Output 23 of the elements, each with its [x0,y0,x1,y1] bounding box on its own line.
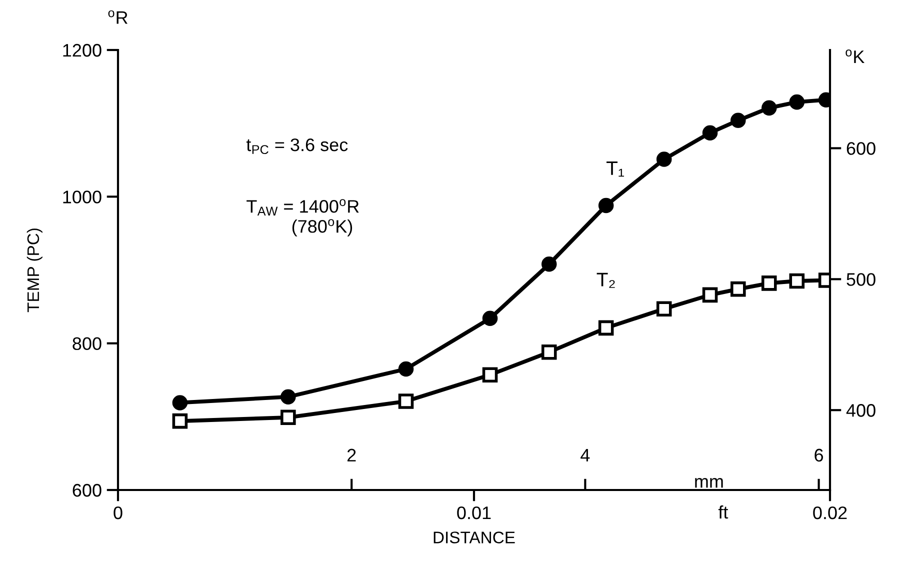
y2-tick-label: 400 [846,404,876,417]
annotation: t$_{PC}$ = 3.6 sec [246,138,348,154]
y-tick-label: 1200 [63,44,102,57]
text: ft [718,505,728,519]
x-tick-label: 0 [114,506,122,520]
x-tick-label: 0.02 [813,506,847,520]
series-label: T₁ [606,162,624,177]
x2-tick-label: 4 [580,448,590,462]
x2-axis-title: mm [695,478,723,488]
y-axis-title: TEMP (PC) [26,228,42,312]
text: T$_{AW}$ = 1400$^{o}$R (780$^{o}$K) [246,199,359,236]
x2-tick-label: 6 [814,448,824,462]
text: $^{o}$R [108,10,128,24]
x-tick-label: 0.01 [457,506,491,520]
y-tick-label: 800 [72,337,102,350]
x-axis-title: DISTANCE [434,532,515,544]
y2-axis-title: $^{o}$K [846,50,865,64]
series-label: T₂ [596,272,615,288]
y-tick-label: 1000 [63,190,102,204]
x2-tick-label: 2 [347,448,356,462]
y-tick-label: 600 [72,484,102,497]
y2-tick-label: 600 [846,142,876,155]
y2-tick-label: 500 [846,273,876,286]
